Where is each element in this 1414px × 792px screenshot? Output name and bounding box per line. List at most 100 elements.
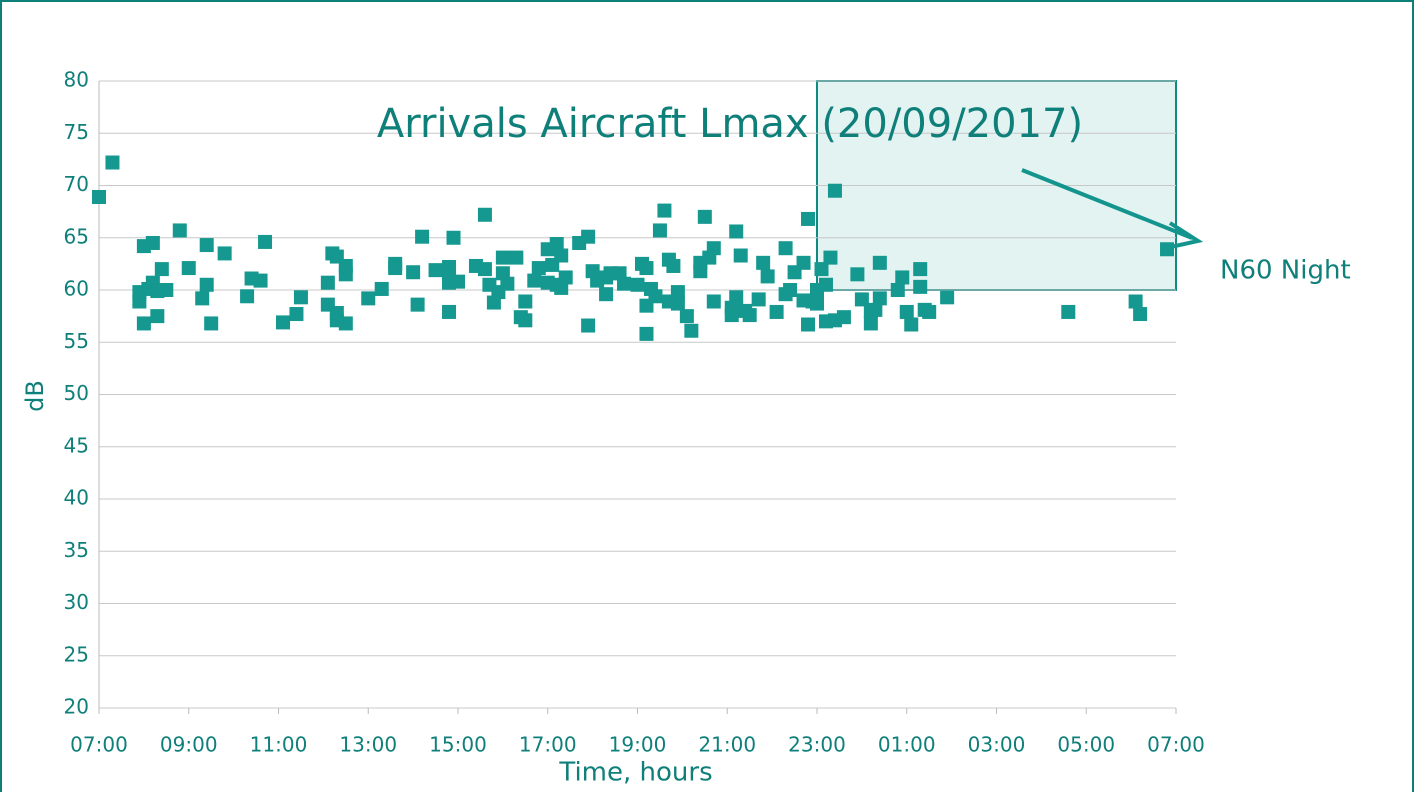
x-tick-label: 05:00 [1057, 733, 1115, 757]
point [428, 263, 443, 278]
point [558, 270, 573, 285]
point [666, 258, 681, 273]
point [518, 313, 533, 328]
point [518, 294, 533, 309]
point [253, 273, 268, 288]
point [801, 211, 816, 226]
point [293, 290, 308, 305]
point [154, 262, 169, 277]
point [706, 241, 721, 256]
point [872, 291, 887, 306]
chart-title: Arrivals Aircraft Lmax (20/09/2017) [377, 101, 1083, 147]
x-tick-label: 11:00 [250, 733, 308, 757]
point [136, 316, 151, 331]
point [684, 323, 699, 338]
point [361, 291, 376, 306]
point [275, 315, 290, 330]
point [442, 304, 457, 319]
point [581, 229, 596, 244]
y-tick-label: 30 [64, 590, 89, 614]
point [657, 203, 672, 218]
point [751, 292, 766, 307]
point [818, 277, 833, 292]
annotation-arrow [1021, 168, 1193, 240]
point [477, 262, 492, 277]
y-tick-label: 20 [64, 695, 89, 719]
point [1128, 294, 1143, 309]
x-tick-label: 01:00 [878, 733, 936, 757]
point [639, 261, 654, 276]
point [814, 262, 829, 277]
point [1133, 307, 1148, 322]
point [477, 207, 492, 222]
x-tick-label: 17:00 [519, 733, 577, 757]
point [890, 283, 905, 297]
point [446, 230, 461, 245]
point [706, 294, 721, 309]
x-tick-label: 03:00 [968, 733, 1026, 757]
point [500, 276, 515, 291]
point [199, 238, 214, 253]
point [617, 276, 632, 291]
point [854, 292, 869, 307]
point [729, 224, 744, 239]
y-tick-label: 80 [64, 68, 89, 92]
point [895, 270, 910, 285]
point [410, 297, 425, 312]
x-tick-label: 19:00 [609, 733, 667, 757]
point [549, 237, 564, 252]
point [258, 234, 273, 249]
point [863, 316, 878, 331]
point [388, 261, 403, 276]
point [495, 250, 510, 265]
point [827, 183, 842, 198]
point [338, 258, 353, 273]
point [796, 255, 811, 270]
point [338, 316, 353, 331]
point [697, 209, 712, 224]
y-axis-label: dB [21, 380, 49, 412]
x-tick-label: 13:00 [339, 733, 397, 757]
point [868, 302, 883, 317]
point [742, 308, 757, 323]
point [451, 274, 465, 289]
point [195, 291, 210, 306]
y-tick-label: 60 [64, 277, 89, 301]
point [940, 290, 955, 305]
point [217, 246, 232, 261]
point [899, 304, 914, 319]
point [724, 308, 739, 323]
point [1160, 242, 1175, 257]
annotation: N60 Night [1220, 256, 1351, 286]
point [850, 267, 865, 282]
point [801, 317, 816, 332]
point [769, 304, 784, 319]
point [670, 296, 685, 311]
y-tick-label: 70 [64, 172, 89, 196]
point [872, 255, 887, 270]
point [760, 269, 775, 284]
point [320, 275, 335, 290]
x-tick-label: 23:00 [788, 733, 846, 757]
arrow-head [1165, 221, 1204, 250]
point [145, 235, 160, 250]
point [922, 304, 937, 319]
point [778, 241, 793, 256]
point [652, 223, 667, 238]
point [648, 289, 663, 304]
y-tick-label: 45 [64, 433, 89, 457]
y-tick-label: 55 [64, 329, 89, 353]
point [810, 296, 824, 311]
point [240, 289, 255, 304]
point [913, 262, 928, 277]
point [1061, 304, 1076, 319]
point [729, 290, 744, 305]
y-tick-label: 35 [64, 538, 89, 562]
y-tick-label: 65 [64, 224, 89, 248]
point [527, 273, 542, 288]
x-tick-label: 07:00 [1147, 733, 1205, 757]
point [639, 326, 654, 341]
point [670, 285, 685, 300]
